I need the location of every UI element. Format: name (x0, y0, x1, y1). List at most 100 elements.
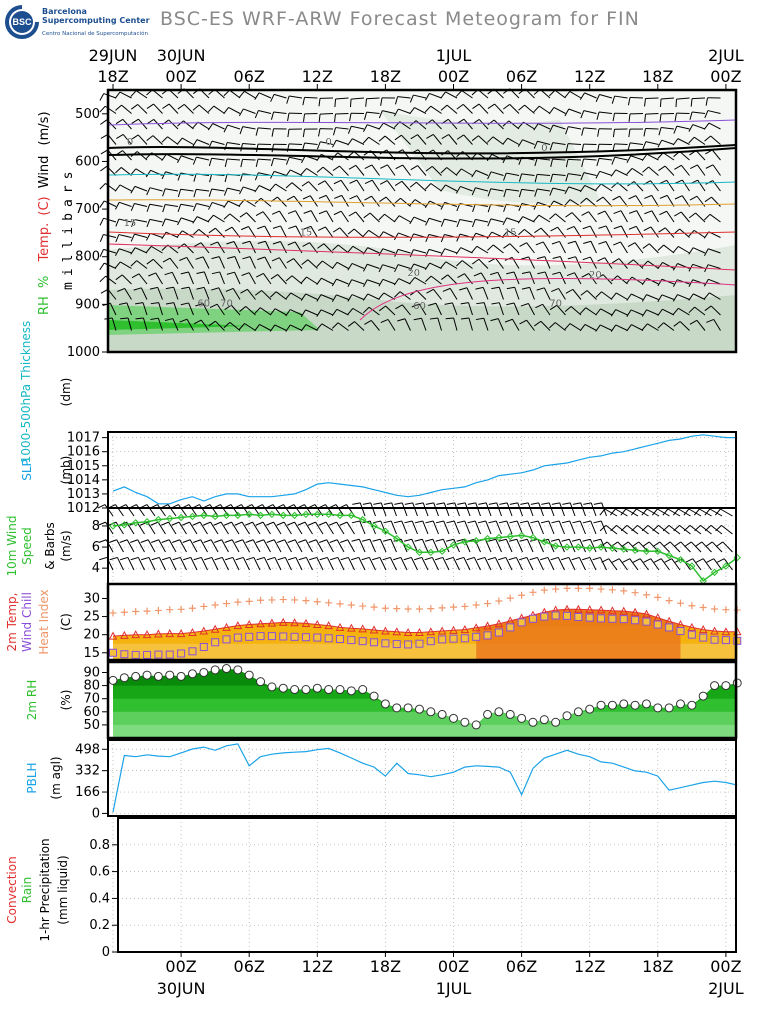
wind10-marker (551, 542, 560, 550)
wind-chill-marker (687, 630, 696, 639)
wind10-barb (589, 557, 597, 571)
upper-wind-barb (552, 124, 566, 130)
wind10-barb-flag (477, 556, 486, 561)
upper-wind-barb (242, 186, 256, 192)
upper-wind-barb (149, 218, 163, 223)
upper-wind-barb (630, 309, 644, 316)
upper-wind-barb-flag (456, 134, 464, 140)
heat-index-marker (120, 608, 128, 616)
wind10-barb-flag (361, 556, 370, 561)
upper-wind-barb (413, 249, 427, 254)
upper-wind-barb-flag (673, 321, 681, 327)
upper-wind-barb (401, 180, 411, 192)
upper-wind-barb-flag (548, 200, 555, 208)
upper-wind-barb (211, 188, 225, 192)
upper-wind-barb-flag (549, 213, 556, 220)
upper-wind-barb (196, 203, 210, 207)
upper-wind-barb-flag (99, 200, 105, 208)
wind10-barb (272, 504, 282, 517)
upper-wind-barb (335, 97, 349, 100)
upper-wind-barb-flag (269, 308, 276, 316)
temp2m-markers (108, 584, 742, 659)
upper-wind-barb (356, 195, 365, 207)
upper-wind-barb-flag (566, 272, 575, 277)
upper-wind-barb-flag (688, 136, 695, 144)
upper-wind-barb-flag (689, 195, 698, 201)
upper-air-y-label: RH % Temp. (C) Wind (m/s) millibars (37, 111, 76, 315)
wind10-barb (590, 520, 597, 535)
heat-index-marker (620, 587, 628, 595)
y-tick-label: 1012 (67, 501, 100, 516)
upper-wind-barb (307, 259, 318, 269)
upper-wind-barb-flag (598, 241, 607, 245)
upper-wind-barb-flag (193, 189, 197, 198)
upper-wind-barb (203, 271, 210, 285)
wind10-marker (631, 546, 639, 554)
upper-wind-barb-flag (303, 225, 312, 230)
y-tick-label: 0.4 (89, 891, 110, 906)
upper-wind-barb (428, 217, 442, 223)
upper-wind-barb (387, 319, 396, 331)
upper-wind-barb (634, 242, 644, 254)
upper-wind-barb-flag (255, 211, 264, 216)
wind10-barb-flag (435, 520, 444, 524)
wind10-barb-flag (319, 556, 328, 561)
wind10-barb (252, 521, 261, 535)
upper-wind-barb (585, 307, 597, 316)
upper-wind-barb-flag (519, 242, 527, 247)
wind10-barb-flag (652, 541, 661, 547)
thickness-ylabel: 1000-500hPa Thickness (19, 321, 33, 464)
upper-wind-barb-flag (595, 291, 602, 298)
upper-wind-barb (605, 225, 613, 238)
svg-text:RH % Temp. (: RH % Temp. (C) Wind (m/s) (37, 111, 52, 315)
upper-wind-barb-flag (672, 246, 679, 253)
upper-wind-barb-flag (347, 308, 354, 315)
upper-wind-barb (604, 210, 613, 223)
upper-wind-barb-flag (704, 110, 709, 119)
upper-wind-barb-flag (596, 274, 604, 280)
upper-wind-barb-flag (363, 111, 368, 120)
upper-wind-barb-flag (130, 104, 138, 110)
wind10-barb (401, 520, 408, 535)
wind10-barb (600, 539, 607, 553)
upper-wind-barb (181, 217, 194, 223)
heat-index-marker (484, 600, 492, 608)
upper-wind-barb (136, 151, 148, 161)
wind10-barb-flag (611, 558, 620, 563)
upper-wind-barb-flag (611, 258, 620, 264)
upper-wind-barb (651, 195, 659, 207)
wind10-barb-flag (351, 538, 360, 542)
upper-wind-barb-flag (518, 104, 525, 111)
upper-wind-barb (382, 110, 396, 114)
upper-wind-barb (413, 94, 427, 99)
upper-wind-barb (537, 123, 551, 130)
wind10-barb-flag (445, 538, 454, 542)
wind10-barb-flag (550, 556, 559, 561)
wind10-barb (316, 557, 324, 571)
temp2m-marker (188, 627, 197, 636)
upper-wind-barb-flag (254, 324, 260, 332)
wind10-barb-flag (255, 521, 264, 526)
upper-wind-barb (188, 302, 194, 316)
upper-wind-barb (140, 287, 148, 300)
temp2m-marker (426, 627, 436, 636)
upper-wind-barb-flag (610, 309, 617, 317)
upper-wind-barb-flag (146, 219, 151, 228)
wind10-barb-flag (551, 502, 560, 505)
wind10-barb (720, 508, 733, 517)
upper-wind-barb (200, 319, 210, 331)
upper-wind-barb-flag (270, 274, 278, 280)
upper-wind-barb-flag (239, 212, 247, 218)
wind10-barb (433, 502, 439, 517)
upper-wind-barb (321, 277, 334, 285)
upper-wind-barb-flag (242, 256, 251, 260)
upper-wind-barb (157, 287, 163, 300)
wind10-marker (109, 522, 117, 530)
upper-wind-barb (273, 93, 287, 99)
wind10-barb-flag (664, 558, 672, 563)
upper-wind-barb (537, 188, 551, 192)
wind10-marker (381, 527, 390, 535)
wind10-barb-flag (509, 502, 518, 505)
temp2m-marker (619, 606, 629, 615)
wind10-marker (585, 544, 594, 552)
